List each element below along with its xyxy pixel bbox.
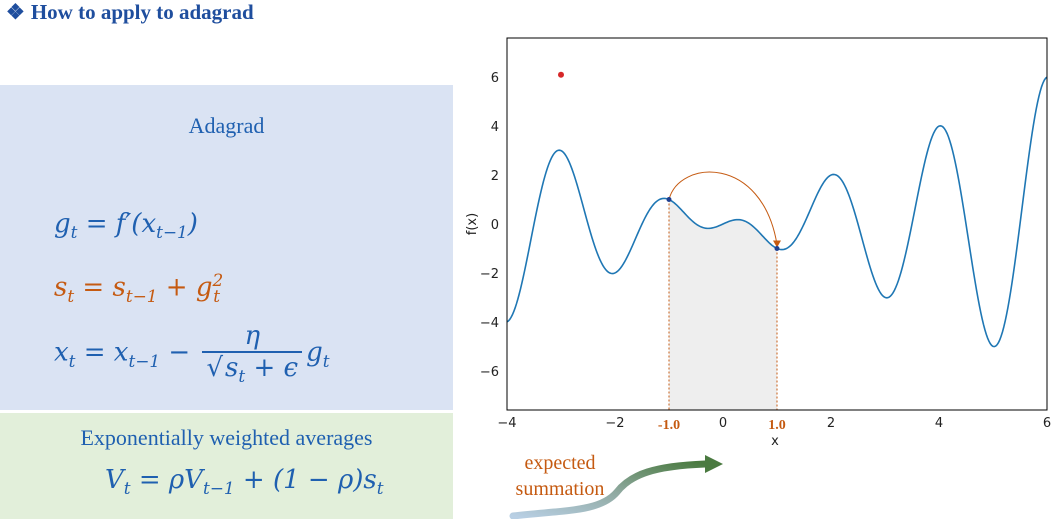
adagrad-title: Adagrad [188, 113, 265, 138]
adagrad-panel: Adagrad gt = f′(xt−1) st = st−1 + g2t xt… [0, 85, 453, 410]
transition-arc [668, 171, 778, 245]
start-point [558, 71, 564, 78]
x-tick-label: 4 [935, 416, 943, 431]
y-tick-label: 0 [491, 218, 499, 233]
x-tick-label: 0 [719, 416, 727, 431]
gradient-equation: gt = f′(xt−1) [54, 209, 198, 243]
x-tick-label: −4 [497, 416, 516, 431]
section-heading-text: How to apply to adagrad [30, 0, 254, 24]
annotation-line2: summation [515, 478, 605, 500]
ewa-panel: Exponentially weighted averages Vt = ρVt… [0, 413, 453, 519]
y-tick-label: 4 [491, 120, 499, 135]
state-equation: st = st−1 + g2t [54, 270, 224, 306]
y-axis-label: f(x) [465, 213, 480, 235]
transition-arrowhead [773, 240, 781, 248]
y-tick-label: −2 [480, 267, 499, 282]
interval-label: -1.0 [658, 418, 680, 433]
y-tick-label: 6 [491, 71, 499, 86]
annotation-line1: expected [524, 452, 596, 474]
plot-frame [506, 37, 1048, 411]
diamond-bullet-icon: ❖ [6, 0, 25, 24]
interval-label: 1.0 [768, 418, 786, 433]
y-tick-label: −4 [480, 316, 499, 331]
y-tick-label: −6 [480, 365, 499, 380]
x-axis-label: x [771, 434, 779, 449]
section-heading: ❖ How to apply to adagrad [6, 0, 254, 25]
function-plot: −4 −2 0 2 4 6 −6 −4 −2 0 2 4 6 -1.0 1.0x f(x) [465, 37, 1051, 449]
ewa-equation: Vt = ρVt−1 + (1 − ρ)st [105, 465, 384, 499]
summation-arrow-icon [509, 455, 723, 519]
x-tick-label: 6 [1043, 416, 1051, 431]
x-tick-label: 2 [827, 416, 835, 431]
learning-rate-fraction: η √st + ϵ [202, 321, 303, 386]
interval-area [669, 199, 777, 410]
summation-annotation: expected summation [505, 450, 615, 502]
y-tick-label: 2 [491, 169, 499, 184]
update-equation: xt = xt−1 − η √st + ϵ gt [54, 321, 330, 387]
interval-start-dot [666, 197, 672, 203]
ewa-title: Exponentially weighted averages [80, 425, 373, 450]
interval-end-dot [774, 245, 780, 251]
x-tick-label: −2 [605, 416, 624, 431]
